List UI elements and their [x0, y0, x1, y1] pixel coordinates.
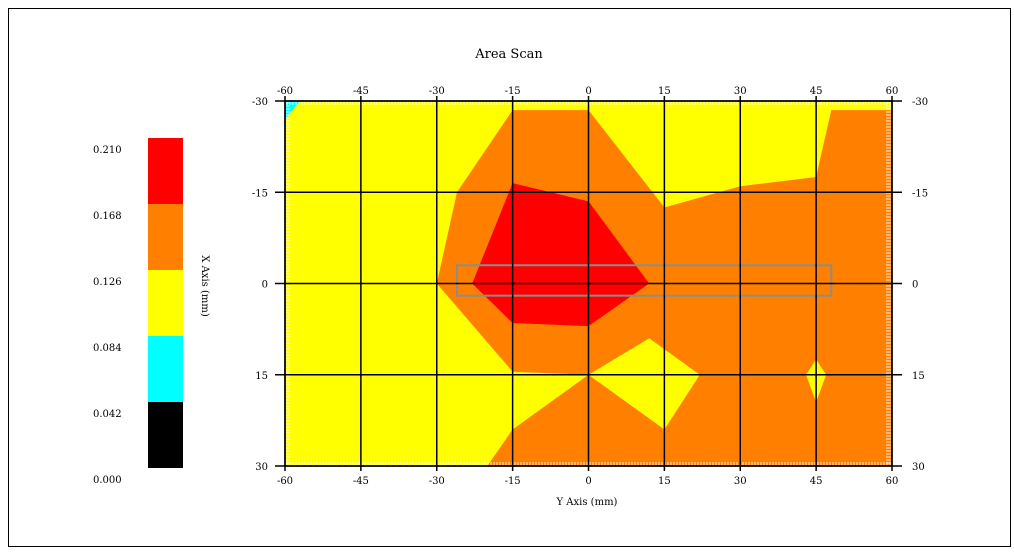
x-tick-top-2: -30: [429, 86, 445, 97]
x-tick-bottom-6: 30: [734, 476, 747, 487]
colorbar-bin-3: [148, 336, 183, 402]
x-tick-bottom-7: 45: [810, 476, 823, 487]
chart-title: Area Scan: [474, 47, 543, 62]
plot-frame: [284, 100, 893, 467]
colorbar-bin-1: [148, 204, 183, 270]
x-tick-top-1: -45: [353, 86, 369, 97]
x-tick-bottom-4: 0: [585, 476, 591, 487]
y-tick-right-1: -15: [912, 188, 928, 199]
x-tick-bottom-2: -30: [429, 476, 445, 487]
window-border: [8, 8, 1011, 547]
x-tick-top-7: 45: [810, 86, 823, 97]
y-axis-label: X Axis (mm): [199, 255, 210, 317]
y-tick-right-2: 0: [912, 280, 918, 291]
y-tick-left-1: -15: [252, 188, 268, 199]
contour-region-2: [588, 338, 700, 430]
x-axis-label: Y Axis (mm): [556, 497, 618, 508]
x-tick-top-5: 15: [658, 86, 671, 97]
y-tick-right-4: 30: [912, 462, 925, 473]
x-tick-top-8: 60: [886, 86, 899, 97]
x-tick-top-0: -60: [277, 86, 293, 97]
colorbar-label-5: 0.000: [93, 475, 122, 486]
x-tick-top-4: 0: [585, 86, 591, 97]
y-tick-left-4: 30: [255, 462, 268, 473]
x-tick-top-6: 30: [734, 86, 747, 97]
colorbar-label-2: 0.126: [93, 277, 122, 288]
y-tick-left-0: -30: [252, 97, 268, 108]
colorbar-label-4: 0.042: [93, 409, 122, 420]
y-tick-left-2: 0: [262, 280, 268, 291]
colorbar: 0.210 0.168 0.126 0.084 0.042 0.000: [93, 138, 183, 486]
y-tick-right-0: -30: [912, 97, 928, 108]
colorbar-label-1: 0.168: [93, 211, 122, 222]
highlight-box: [455, 264, 833, 297]
x-tick-bottom-3: -15: [505, 476, 521, 487]
contour-region-1: [472, 183, 650, 327]
x-tick-bottom-8: 60: [886, 476, 899, 487]
colorbar-label-0: 0.210: [93, 145, 122, 156]
x-tick-bottom-5: 15: [658, 476, 671, 487]
y-tick-right-3: 15: [912, 371, 925, 382]
edge-hatching: [285, 101, 892, 466]
y-tick-left-3: 15: [255, 371, 268, 382]
colorbar-label-3: 0.084: [93, 343, 122, 354]
colorbar-bin-0: [148, 138, 183, 204]
x-tick-bottom-0: -60: [277, 476, 293, 487]
x-tick-bottom-1: -45: [353, 476, 369, 487]
colorbar-bin-2: [148, 270, 183, 336]
colorbar-bin-4: [148, 402, 183, 468]
x-tick-top-3: -15: [505, 86, 521, 97]
